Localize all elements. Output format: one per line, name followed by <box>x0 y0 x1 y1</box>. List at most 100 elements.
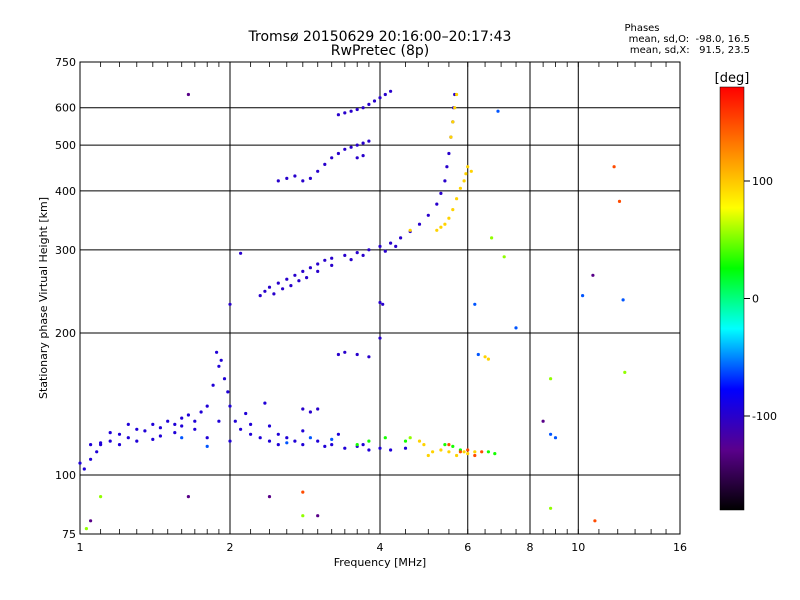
data-point <box>431 450 435 454</box>
data-point <box>449 135 453 139</box>
data-point <box>473 302 477 306</box>
data-point <box>258 436 262 440</box>
data-point <box>293 174 297 178</box>
data-point <box>426 213 430 217</box>
data-point <box>612 165 616 169</box>
data-point <box>193 419 197 423</box>
data-point <box>186 92 190 97</box>
data-point <box>439 225 443 229</box>
data-point <box>383 436 387 440</box>
data-point <box>389 448 393 452</box>
data-point <box>462 179 466 183</box>
data-point <box>108 439 112 443</box>
data-point <box>367 248 371 252</box>
data-point <box>349 109 353 113</box>
data-point <box>267 439 272 443</box>
data-point <box>591 273 595 277</box>
x-tick-label: 4 <box>377 541 384 554</box>
data-point <box>476 352 480 357</box>
data-point <box>158 434 162 438</box>
data-point <box>267 495 272 499</box>
phases-heading: Phases <box>624 23 659 34</box>
data-point <box>447 151 451 156</box>
data-point <box>549 432 553 436</box>
data-point <box>301 490 305 494</box>
data-point <box>193 427 197 431</box>
data-point <box>383 92 387 97</box>
data-point <box>323 162 327 166</box>
data-point <box>445 165 449 169</box>
data-point <box>486 450 490 454</box>
data-point <box>443 222 447 226</box>
data-point <box>205 444 209 448</box>
data-point <box>285 176 289 180</box>
x-tick-label: 1 <box>77 541 84 554</box>
data-point <box>82 467 86 471</box>
data-point <box>316 514 320 518</box>
data-point <box>219 358 223 362</box>
data-point <box>117 432 122 436</box>
data-point <box>355 251 359 255</box>
data-point <box>549 377 553 381</box>
data-point <box>581 294 585 298</box>
data-point <box>99 441 103 445</box>
data-point <box>180 416 184 420</box>
data-point <box>301 429 305 433</box>
data-point <box>89 457 93 461</box>
y-tick-label: 75 <box>62 528 76 541</box>
y-tick-label: 750 <box>55 56 76 69</box>
data-point <box>126 422 130 426</box>
data-point <box>496 109 500 113</box>
data-point <box>426 453 430 458</box>
data-point <box>367 355 371 359</box>
data-point <box>108 431 112 435</box>
data-point <box>439 448 443 452</box>
data-point <box>308 176 312 180</box>
data-point <box>205 436 209 440</box>
data-point <box>316 262 320 266</box>
data-point <box>330 256 334 260</box>
data-point <box>173 431 177 435</box>
data-point <box>502 255 506 259</box>
data-point <box>451 444 455 448</box>
data-point <box>439 191 443 195</box>
phases-x-line: mean, sd,X: 91.5, 23.5 <box>630 45 750 56</box>
data-point <box>84 527 88 531</box>
data-point <box>244 411 248 416</box>
data-point <box>305 276 309 280</box>
data-point <box>308 436 312 440</box>
data-point <box>173 422 177 426</box>
data-point <box>343 446 347 450</box>
data-point <box>239 427 243 431</box>
x-tick-label: 2 <box>227 541 234 554</box>
data-point <box>117 443 122 447</box>
data-point <box>78 461 82 465</box>
data-point <box>389 241 393 245</box>
data-point <box>233 419 237 423</box>
data-point <box>447 450 451 454</box>
data-point <box>330 437 334 441</box>
x-tick-label: 10 <box>571 541 585 554</box>
data-point <box>151 437 155 441</box>
data-point <box>458 186 462 190</box>
data-point <box>89 443 93 447</box>
data-point <box>143 429 147 433</box>
phases-o-line: mean, sd,O: -98.0, 16.5 <box>629 34 750 45</box>
data-point <box>343 350 347 354</box>
grid <box>80 62 680 534</box>
data-point <box>349 145 353 149</box>
data-point <box>451 208 455 212</box>
data-point <box>378 244 382 248</box>
data-point <box>276 432 280 436</box>
data-point <box>623 370 627 374</box>
data-point <box>447 443 451 447</box>
data-point <box>205 404 209 408</box>
data-point <box>126 436 130 440</box>
data-point <box>323 444 327 448</box>
data-point <box>593 519 597 523</box>
data-point <box>403 439 408 443</box>
y-tick-label: 100 <box>55 469 76 482</box>
data-point <box>378 96 382 100</box>
data-point <box>355 443 359 447</box>
data-point <box>493 452 497 456</box>
